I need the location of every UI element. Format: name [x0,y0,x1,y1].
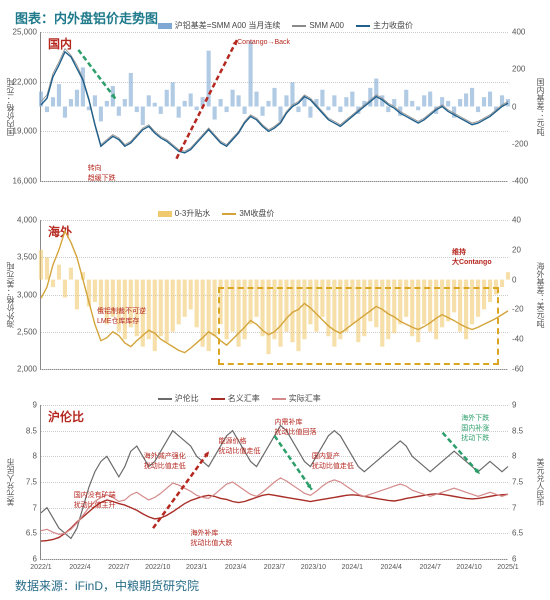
x-axis-tick: 2024/7 [419,564,440,571]
y2-axis-label: 美元兑人民币 [535,458,546,506]
chart-annotation: 海外补库扰动比值大跌 [190,528,232,548]
y2-axis-tick: 200 [512,65,542,74]
y2-axis-tick: 8.5 [512,426,542,435]
y-axis-tick: 4,000 [3,216,37,225]
chart-annotation: 内需补库扰动比值回落 [275,417,317,437]
chart-annotation: Contango→Back [237,39,290,46]
y2-axis-tick: 20 [512,245,542,254]
legend: 0-3升贴水 3M收盘价 [158,208,275,219]
y2-axis-tick: 6.5 [512,529,542,538]
x-axis-tick: 2023/1 [186,564,207,571]
chart-annotation: 俄铝制裁不可逆LME仓库库存 [97,306,146,326]
chart-annotation: 国内没有矿端扰动比值主升 [74,490,116,510]
legend-item: 3M收盘价 [222,208,274,219]
y-axis-label: 国内价格：元/吨 [5,77,16,135]
legend-item: 0-3升贴水 [158,208,211,219]
y-axis-tick: 8.5 [3,426,37,435]
chart-annotation: 能源价格扰动比值走低 [218,436,260,456]
chart-annotation: 海外下跌国内补涨扰动下跌 [461,413,489,443]
y-axis-tick: 9 [3,401,37,410]
x-axis-tick: 2025/1 [497,564,518,571]
y2-axis-tick: 6 [512,555,542,564]
y2-axis-tick: 40 [512,216,542,225]
chart-annotation: 国内复产扰动比值走低 [312,451,354,471]
y-axis-tick: 25,000 [3,28,37,37]
y2-axis-tick: -400 [512,177,542,186]
legend: 沪伦比 名义汇率 实际汇率 [158,393,321,404]
x-axis-tick: 2023/10 [301,564,326,571]
legend-item: 主力收盘价 [356,20,413,31]
chart-panel-ratio: 沪伦比66.577.588.59美元兑人民币66.577.588.59美元兑人民… [40,405,508,560]
x-axis-tick: 2024/1 [342,564,363,571]
y-axis-tick: 3,500 [3,253,37,262]
highlight-box [218,287,498,364]
chart-annotation: 转向趋缓下跌 [88,163,116,183]
y-axis-tick: 2,000 [3,365,37,374]
x-axis-tick: 2022/4 [69,564,90,571]
x-axis-tick: 2023/4 [225,564,246,571]
y2-axis-label: 海外基差：美元/吨 [535,261,546,327]
y2-axis-label: 国内基差：元/吨 [535,77,546,135]
data-source: 数据来源：iFinD，中粮期货研究院 [15,577,199,594]
y2-axis-tick: -60 [512,365,542,374]
chart-title: 图表：内外盘铝价走势图 [15,8,158,27]
x-axis-tick: 2022/10 [145,564,170,571]
y2-axis-tick: -200 [512,139,542,148]
y-axis-tick: 16,000 [3,177,37,186]
chart-svg [41,32,508,181]
chart-panel-domestic: 国内16,00019,00022,00025,000国内价格：元/吨-400-2… [40,32,508,182]
y2-axis-tick: -40 [512,335,542,344]
y-axis-label: 海外价格：美元/吨 [5,261,16,327]
y2-axis-tick: 9 [512,401,542,410]
y2-axis-tick: 400 [512,28,542,37]
y-axis-label: 美元兑人民币 [5,458,16,506]
y-axis-tick: 2,500 [3,327,37,336]
legend-item: 沪伦比 [158,393,199,404]
legend-item: 名义汇率 [211,393,260,404]
chart-annotation: 维持大Contango [452,247,492,267]
y-axis-tick: 6.5 [3,529,37,538]
legend: 沪铝基差=SMM A00 当月连续 SMM A00 主力收盘价 [158,20,413,31]
legend-item: SMM A00 [292,20,344,31]
y-axis-tick: 6 [3,555,37,564]
x-axis-tick: 2022/1 [30,564,51,571]
legend-item: 沪铝基差=SMM A00 当月连续 [158,20,281,31]
x-axis-tick: 2023/7 [264,564,285,571]
x-axis-tick: 2022/7 [108,564,129,571]
legend-item: 实际汇率 [272,393,321,404]
x-axis-tick: 2024/4 [381,564,402,571]
x-axis-tick: 2024/10 [456,564,481,571]
chart-panel-overseas: 海外2,0002,5003,0003,5004,000海外价格：美元/吨-60-… [40,220,508,370]
chart-annotation: 海外减产强化扰动比值走低 [144,451,186,471]
